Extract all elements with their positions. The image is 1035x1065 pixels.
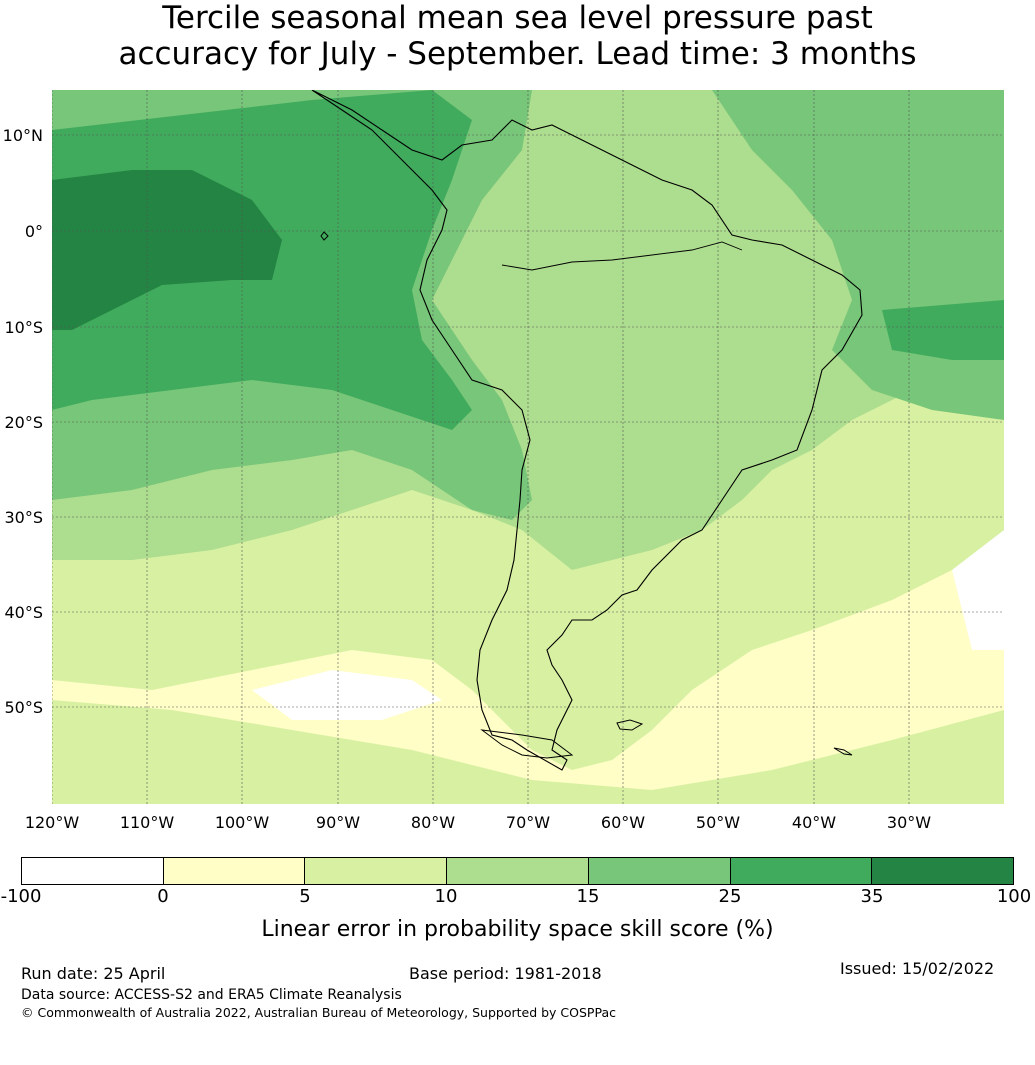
lon-label-80w: 80°W	[410, 813, 456, 832]
colorbar-segment-25-35	[730, 858, 873, 884]
colorbar-segment-0-5	[163, 858, 306, 884]
lon-label-100w: 100°W	[214, 813, 270, 832]
lon-label-60w: 60°W	[600, 813, 646, 832]
lon-label-120w: 120°W	[24, 813, 80, 832]
skill-map-svg	[52, 90, 1004, 804]
lon-label-110w: 110°W	[119, 813, 175, 832]
lon-label-30w: 30°W	[886, 813, 932, 832]
tierra-del-fuego	[480, 729, 574, 759]
colorbar-tick: 25	[718, 886, 742, 907]
colorbar-label: Linear error in probability space skill …	[261, 917, 774, 942]
skill-zone-negative-south	[252, 670, 442, 720]
lat-label-40s: 40°S	[4, 603, 43, 622]
colorbar	[21, 857, 1014, 885]
colorbar-tick: 35	[860, 886, 884, 907]
colorbar-tick: 10	[434, 886, 458, 907]
lon-label-50w: 50°W	[695, 813, 741, 832]
base-period: Base period: 1981-2018	[409, 964, 602, 983]
galapagos-islands	[320, 231, 329, 241]
lat-label-10s: 10°S	[4, 318, 43, 337]
colorbar-tick: 0	[157, 886, 169, 907]
issued-date: Issued: 15/02/2022	[840, 959, 995, 978]
skill-zone-35-100	[52, 170, 282, 330]
amazon-river	[501, 241, 743, 271]
colorbar-segment-35-100	[872, 858, 1014, 884]
colorbar-segment-15-25	[588, 858, 731, 884]
run-date: Run date: 25 April	[21, 964, 166, 983]
colorbar-tick: 100	[996, 886, 1032, 907]
skill-zone-25-35-atlantic	[882, 300, 1004, 360]
colorbar-tick: 5	[299, 886, 311, 907]
south-america-coastline	[311, 90, 863, 771]
colorbar-segment-neg100-0	[22, 858, 164, 884]
copyright: © Commonwealth of Australia 2022, Austra…	[21, 1005, 616, 1020]
lat-label-0: 0°	[24, 222, 43, 241]
lon-label-40w: 40°W	[791, 813, 837, 832]
colorbar-segment-10-15	[447, 858, 589, 884]
south-georgia	[833, 747, 853, 756]
lat-label-50s: 50°S	[4, 698, 43, 717]
colorbar-tick: 15	[576, 886, 600, 907]
lon-label-90w: 90°W	[315, 813, 361, 832]
map-title: Tercile seasonal mean sea level pressure…	[0, 0, 1035, 72]
lat-label-10n: 10°N	[2, 126, 43, 145]
skill-zone-5-10-south	[52, 700, 1004, 804]
lat-label-20s: 20°S	[4, 413, 43, 432]
falkland-islands	[616, 719, 644, 731]
colorbar-tick: -100	[0, 886, 42, 907]
lat-label-30s: 30°S	[4, 508, 43, 527]
lon-label-70w: 70°W	[505, 813, 551, 832]
title-line-1: Tercile seasonal mean sea level pressure…	[162, 0, 873, 36]
skill-zone-negative	[952, 530, 1004, 650]
colorbar-segment-5-10	[305, 858, 448, 884]
skill-map	[52, 90, 1004, 804]
title-line-2: accuracy for July - September. Lead time…	[118, 36, 917, 72]
data-source: Data source: ACCESS-S2 and ERA5 Climate …	[21, 987, 402, 1003]
